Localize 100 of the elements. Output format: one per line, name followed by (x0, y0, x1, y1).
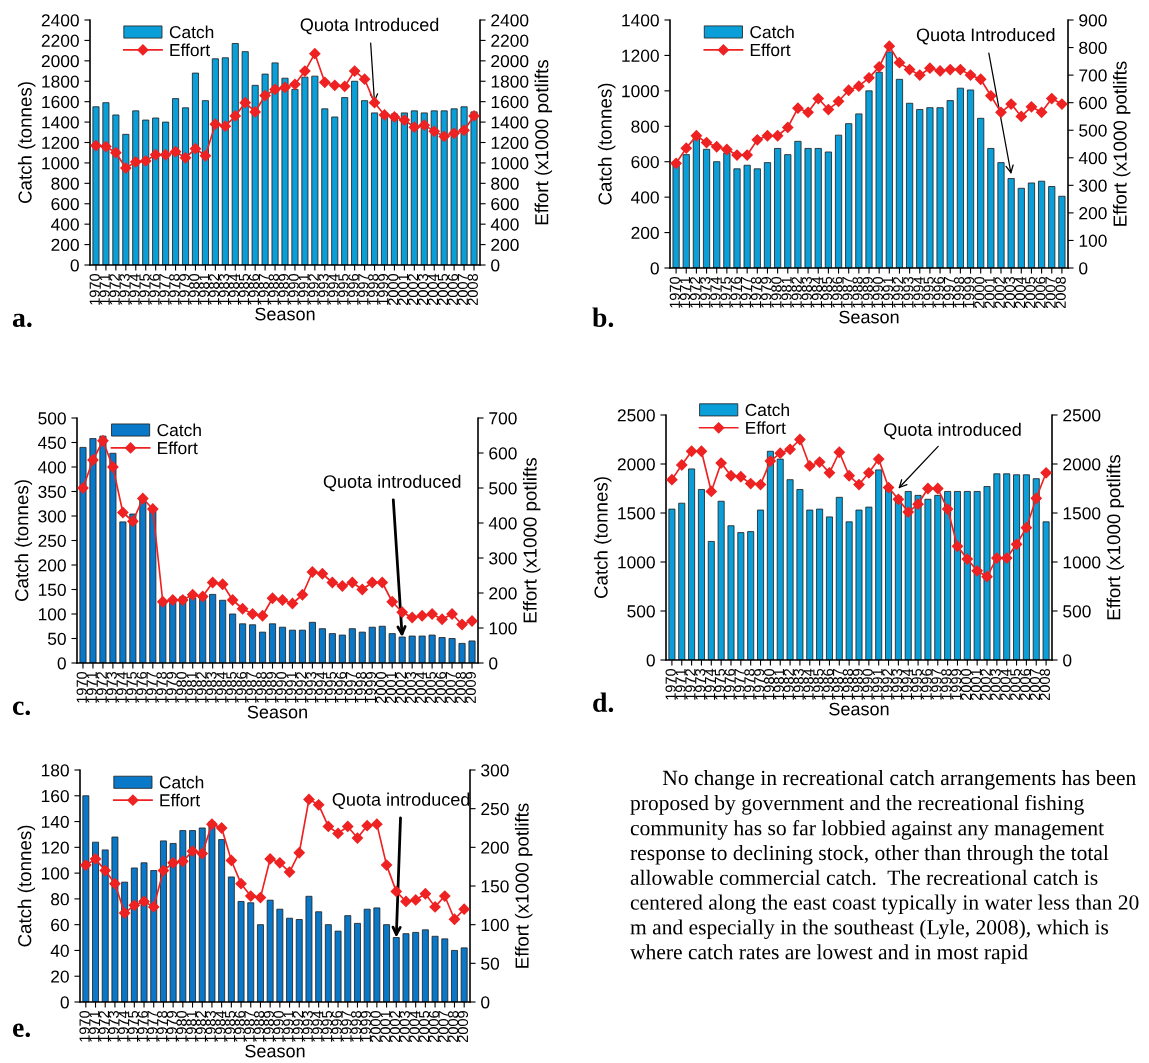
x-tick-label: 1998 (941, 668, 952, 700)
x-tick-label: 1997 (358, 274, 369, 305)
y2-tick-label: 1600 (491, 95, 529, 109)
point (160, 149, 172, 161)
x-tick-label: 1982 (208, 274, 220, 305)
bar (169, 601, 177, 663)
x-tick-label: 1996 (335, 671, 347, 703)
bar (430, 110, 438, 265)
point (371, 818, 383, 830)
point (814, 456, 826, 468)
point (942, 503, 954, 515)
point (376, 576, 388, 589)
bar (388, 633, 396, 663)
x-tick-label: 2003 (990, 668, 1001, 701)
point (309, 48, 321, 60)
point (219, 120, 231, 132)
x-tick-label: 1987 (842, 277, 853, 308)
x-tick-label: 1978 (750, 276, 762, 308)
bar (219, 599, 227, 663)
y-tick-label: 1400 (42, 116, 79, 129)
bar (398, 636, 406, 663)
point (157, 596, 169, 608)
y2-tick-label: 300 (489, 552, 517, 565)
bar (885, 51, 893, 268)
point (700, 137, 713, 149)
y-tick-label: 200 (38, 559, 66, 572)
bar (987, 148, 995, 268)
point (804, 460, 816, 472)
text: a. (12, 313, 32, 328)
bar (231, 43, 239, 265)
x-tick-label: 1971 (679, 277, 691, 308)
x-tick-label: 1991 (286, 672, 297, 703)
bar (251, 84, 259, 265)
bar (338, 634, 346, 663)
bar (269, 623, 277, 663)
point (1046, 92, 1058, 105)
point (981, 571, 993, 583)
x-tick-label: 1975 (714, 668, 726, 700)
point (991, 552, 1003, 564)
point (269, 83, 281, 96)
bar (814, 148, 822, 268)
bar (286, 917, 293, 1002)
x-tick-label: 1982 (195, 1011, 207, 1042)
legend-label: Catch (157, 423, 201, 437)
y-axis-title: Catch (tonnes) (597, 83, 616, 205)
legend-label: Catch (745, 403, 789, 417)
bar (189, 830, 196, 1002)
bar (261, 73, 269, 265)
bar (707, 541, 715, 660)
x-tick-label: 2003 (417, 273, 429, 306)
y2-tick-label: 100 (1079, 234, 1107, 247)
x-tick-label: 1998 (368, 273, 379, 305)
x-tick-label: 1993 (302, 1010, 313, 1042)
y-tick-label: 1000 (42, 157, 79, 170)
legend-label: Effort (160, 793, 201, 807)
point (316, 568, 328, 580)
x-tick-label: 1988 (842, 668, 854, 700)
bar (906, 102, 914, 268)
bar (358, 631, 366, 663)
point (833, 446, 845, 458)
x-tick-label: 1990 (862, 668, 873, 700)
x-tick-label: 1986 (248, 273, 260, 305)
point (117, 506, 129, 519)
x-tick-label: 1977 (734, 669, 745, 700)
x-tick-label: 1983 (206, 671, 217, 703)
legend-label: Effort (170, 43, 211, 57)
x-tick-label: 2001 (984, 277, 995, 309)
x-tick-label: 1979 (166, 672, 177, 703)
point (398, 114, 410, 126)
x-tick-label: 1987 (244, 1011, 255, 1042)
bar (956, 87, 964, 268)
bar (82, 795, 90, 1002)
bar (875, 469, 883, 660)
point (863, 467, 875, 479)
bar (111, 836, 119, 1002)
x-tick-label: 2000 (960, 668, 972, 701)
y-tick-label: 2500 (617, 409, 655, 422)
point (436, 613, 448, 625)
point (863, 72, 875, 84)
x-tick-label: 1978 (744, 668, 755, 700)
point (299, 65, 311, 77)
bar (1022, 474, 1030, 660)
y-tick-label: 180 (41, 764, 69, 777)
y2-axis-title: Effort (x1000 potlifts (1112, 61, 1131, 226)
point (264, 853, 276, 865)
x-tick-label: 1996 (921, 668, 932, 700)
y2-tick-label: 2000 (491, 55, 529, 68)
y-tick-label: 1000 (618, 556, 655, 569)
x-tick-label: 2001 (970, 669, 982, 701)
bar (865, 90, 873, 268)
point (812, 92, 824, 105)
x-tick-label: 2003 (1004, 276, 1016, 309)
bar (963, 491, 971, 660)
y2-axis-title: Effort (x1000 potlifts (514, 803, 533, 968)
point (670, 157, 682, 169)
bar (140, 862, 148, 1002)
point (873, 453, 885, 465)
y2-tick-label: 500 (489, 482, 517, 495)
bar (334, 930, 342, 1002)
bar (209, 593, 217, 663)
